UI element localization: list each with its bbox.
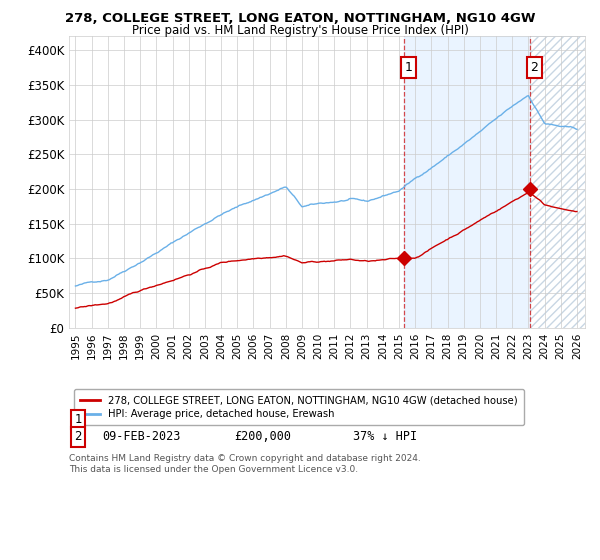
Text: 48% ↓ HPI: 48% ↓ HPI (353, 413, 417, 426)
Text: 1: 1 (74, 413, 82, 426)
Text: 2: 2 (530, 61, 538, 74)
Text: Contains HM Land Registry data © Crown copyright and database right 2024.
This d: Contains HM Land Registry data © Crown c… (69, 454, 421, 474)
Text: 1: 1 (405, 61, 413, 74)
Text: 22-APR-2015: 22-APR-2015 (103, 413, 181, 426)
Bar (530, 36, 585, 328)
Legend: 278, COLLEGE STREET, LONG EATON, NOTTINGHAM, NG10 4GW (detached house), HPI: Ave: 278, COLLEGE STREET, LONG EATON, NOTTING… (74, 389, 524, 426)
Bar (530, 36, 585, 328)
Text: 278, COLLEGE STREET, LONG EATON, NOTTINGHAM, NG10 4GW: 278, COLLEGE STREET, LONG EATON, NOTTING… (65, 12, 535, 25)
Text: 2: 2 (74, 430, 82, 444)
Text: £100,500: £100,500 (234, 413, 291, 426)
Text: Price paid vs. HM Land Registry's House Price Index (HPI): Price paid vs. HM Land Registry's House … (131, 24, 469, 36)
Text: £200,000: £200,000 (234, 430, 291, 444)
Bar (404, 36, 530, 328)
Text: 37% ↓ HPI: 37% ↓ HPI (353, 430, 417, 444)
Text: 09-FEB-2023: 09-FEB-2023 (103, 430, 181, 444)
